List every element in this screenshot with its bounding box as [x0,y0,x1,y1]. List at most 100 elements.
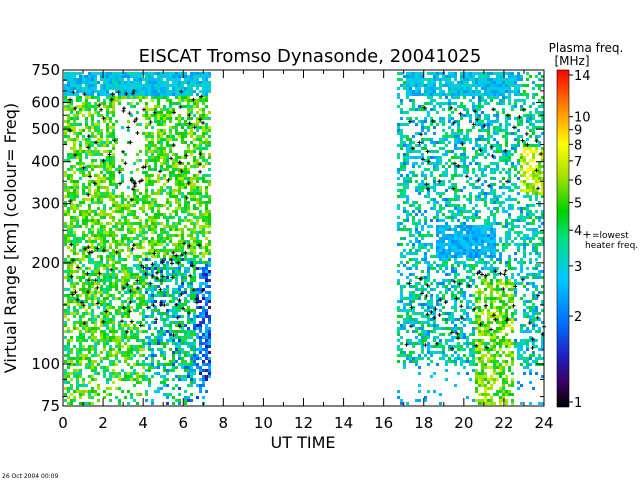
echo-pixel [409,147,412,150]
echo-pixel [127,141,130,144]
echo-pixel [457,135,460,138]
echo-pixel [70,81,73,84]
echo-pixel [88,165,91,168]
echo-pixel [97,237,100,240]
echo-pixel [157,333,160,336]
echo-pixel [469,300,472,303]
echo-pixel [145,84,148,87]
echo-pixel [163,132,166,135]
echo-pixel [457,327,460,330]
echo-pixel [142,240,145,243]
echo-pixel [400,243,403,246]
echo-pixel [181,321,184,324]
echo-pixel [196,231,199,234]
echo-pixel [487,102,490,105]
echo-pixel [193,225,196,228]
echo-pixel [445,237,448,240]
echo-pixel [469,294,472,297]
echo-pixel [418,120,421,123]
echo-pixel [418,144,421,147]
echo-pixel [466,171,469,174]
echo-pixel [481,357,484,360]
echo-pixel [157,81,160,84]
echo-pixel [76,354,79,357]
echo-pixel [193,360,196,363]
echo-pixel [484,375,487,378]
echo-pixel [148,336,151,339]
echo-pixel [82,231,85,234]
echo-pixel [151,255,154,258]
echo-pixel [82,288,85,291]
echo-pixel [457,231,460,234]
echo-pixel [208,162,211,165]
echo-pixel [472,321,475,324]
echo-pixel [151,375,154,378]
echo-pixel [442,108,445,111]
echo-pixel [64,129,67,132]
echo-pixel [421,105,424,108]
echo-pixel [187,96,190,99]
echo-pixel [187,144,190,147]
echo-pixel [109,354,112,357]
echo-pixel [430,150,433,153]
echo-pixel [64,240,67,243]
echo-pixel [103,186,106,189]
echo-pixel [415,318,418,321]
echo-pixel [76,132,79,135]
echo-pixel [94,267,97,270]
echo-pixel [196,93,199,96]
echo-pixel [490,306,493,309]
echo-pixel [94,351,97,354]
echo-pixel [67,312,70,315]
echo-pixel [484,81,487,84]
echo-pixel [172,189,175,192]
echo-pixel [424,102,427,105]
echo-pixel [76,117,79,120]
echo-pixel [451,237,454,240]
echo-pixel [73,165,76,168]
echo-pixel [418,282,421,285]
echo-pixel [145,102,148,105]
echo-pixel [70,201,73,204]
echo-pixel [154,255,157,258]
echo-pixel [148,294,151,297]
echo-pixel [133,255,136,258]
echo-pixel [178,123,181,126]
echo-pixel [208,213,211,216]
echo-pixel [454,294,457,297]
echo-pixel [157,210,160,213]
echo-pixel [454,141,457,144]
echo-pixel [451,81,454,84]
echo-pixel [421,171,424,174]
echo-pixel [424,84,427,87]
echo-pixel [64,369,67,372]
echo-pixel [121,300,124,303]
echo-pixel [193,189,196,192]
echo-pixel [103,81,106,84]
echo-pixel [97,153,100,156]
echo-pixel [88,93,91,96]
echo-pixel [91,318,94,321]
echo-pixel [427,114,430,117]
echo-pixel [484,174,487,177]
echo-pixel [193,276,196,279]
echo-pixel [118,324,121,327]
echo-pixel [139,81,142,84]
echo-pixel [79,369,82,372]
echo-pixel [451,213,454,216]
echo-pixel [184,303,187,306]
echo-pixel [160,354,163,357]
echo-pixel [448,228,451,231]
echo-pixel [424,354,427,357]
echo-pixel [172,84,175,87]
echo-pixel [133,345,136,348]
echo-pixel [406,228,409,231]
echo-pixel [481,231,484,234]
echo-pixel [79,288,82,291]
echo-pixel [460,75,463,78]
echo-pixel [439,117,442,120]
echo-pixel [403,156,406,159]
echo-pixel [400,315,403,318]
echo-pixel [106,366,109,369]
echo-pixel [460,357,463,360]
